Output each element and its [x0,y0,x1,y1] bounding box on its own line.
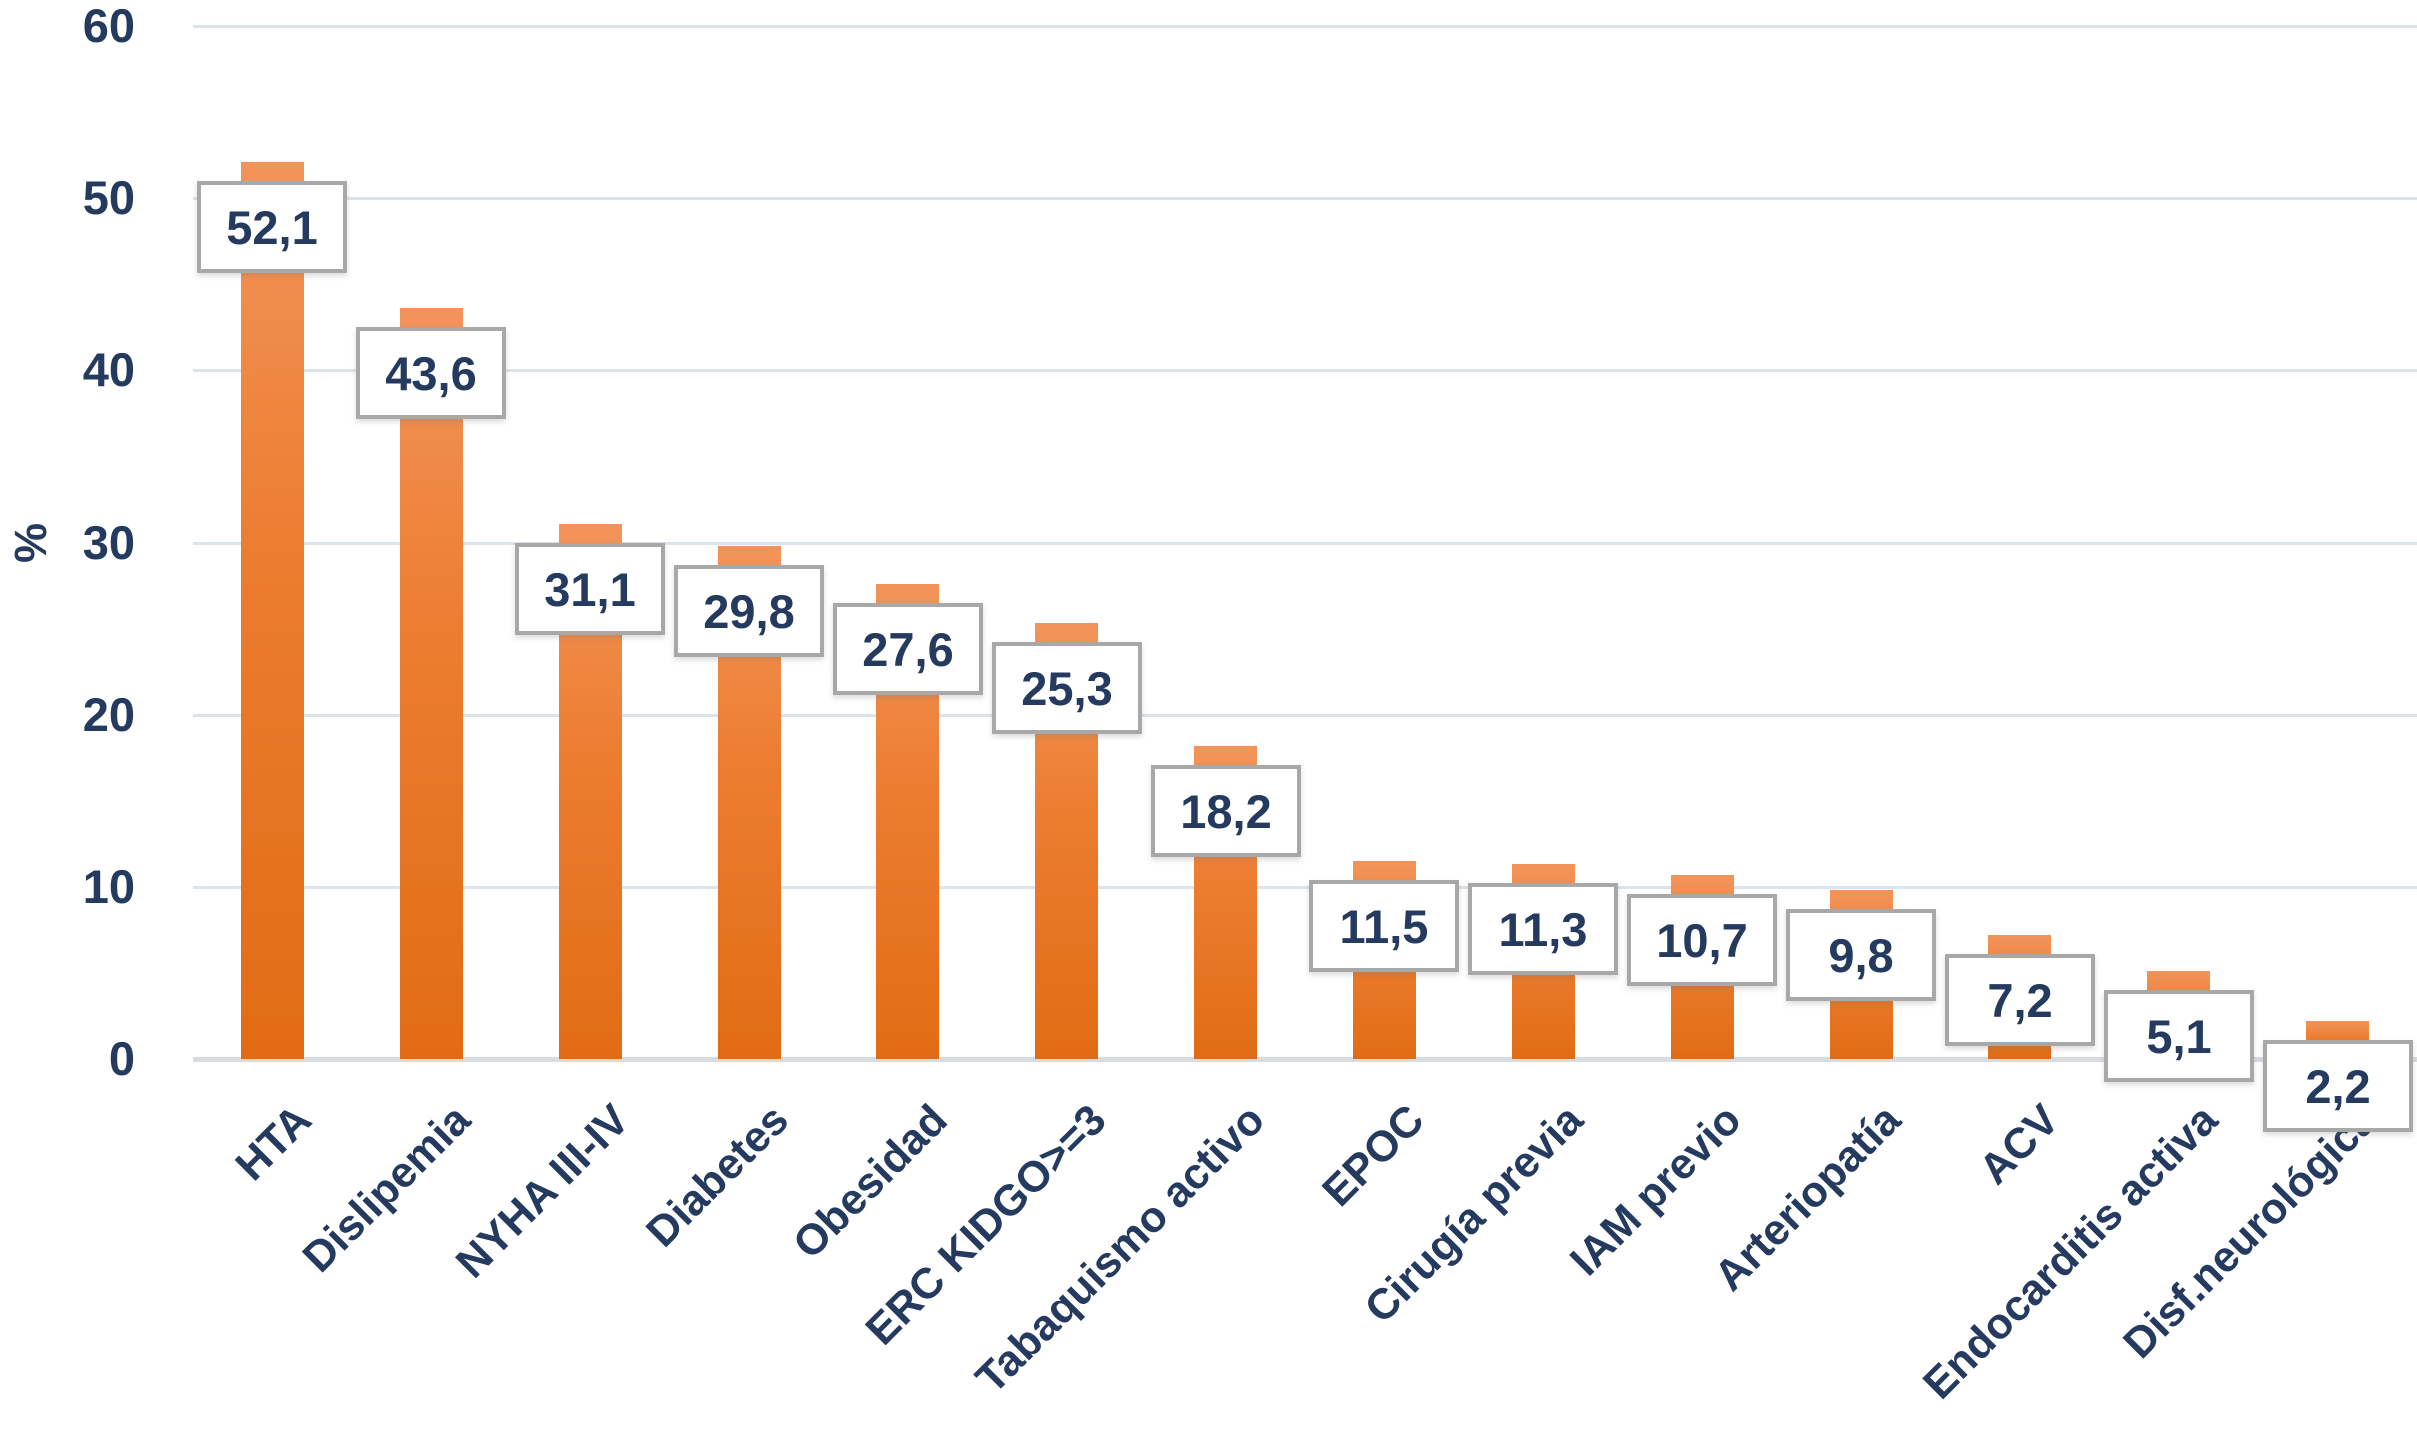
value-label: 43,6 [356,327,506,419]
gridline [193,369,2417,373]
value-label: 7,2 [1945,954,2095,1046]
gridline [193,885,2417,889]
value-label: 29,8 [674,565,824,657]
value-label: 10,7 [1627,894,1777,986]
y-tick-label: 10 [82,859,135,913]
value-label: 52,1 [197,181,347,273]
value-label: 11,3 [1468,883,1618,975]
x-axis-label: ACV [1970,1095,2069,1194]
value-label: 5,1 [2104,990,2254,1082]
bar [241,162,304,1059]
x-axis-label: NYHA III-IV [447,1095,639,1288]
x-axis-label: Tabaquismo activo [967,1095,1275,1403]
value-label: 27,6 [833,603,983,695]
gridline [193,25,2417,28]
bar [400,308,463,1059]
y-tick-label: 20 [82,687,135,741]
y-tick-label: 40 [82,343,135,397]
value-label: 9,8 [1786,909,1936,1001]
x-axis-label: Endocarditis activa [1914,1095,2228,1409]
y-tick-label: 50 [82,171,135,225]
gridline [193,197,2417,201]
value-label: 25,3 [992,642,1142,734]
y-tick-label: 60 [82,0,135,52]
x-axis-label: HTA [226,1095,322,1190]
value-label: 18,2 [1151,765,1301,857]
x-axis-label: Diabetes [636,1095,798,1257]
y-tick-label: 30 [82,515,135,569]
gridline [193,713,2417,717]
y-tick-label: 0 [108,1032,135,1085]
value-label: 11,5 [1309,880,1459,972]
value-label: 31,1 [515,543,665,635]
gridline [193,541,2417,545]
x-axis-line [193,1057,2417,1062]
value-label: 2,2 [2263,1040,2413,1132]
x-axis-label: EPOC [1312,1095,1434,1216]
